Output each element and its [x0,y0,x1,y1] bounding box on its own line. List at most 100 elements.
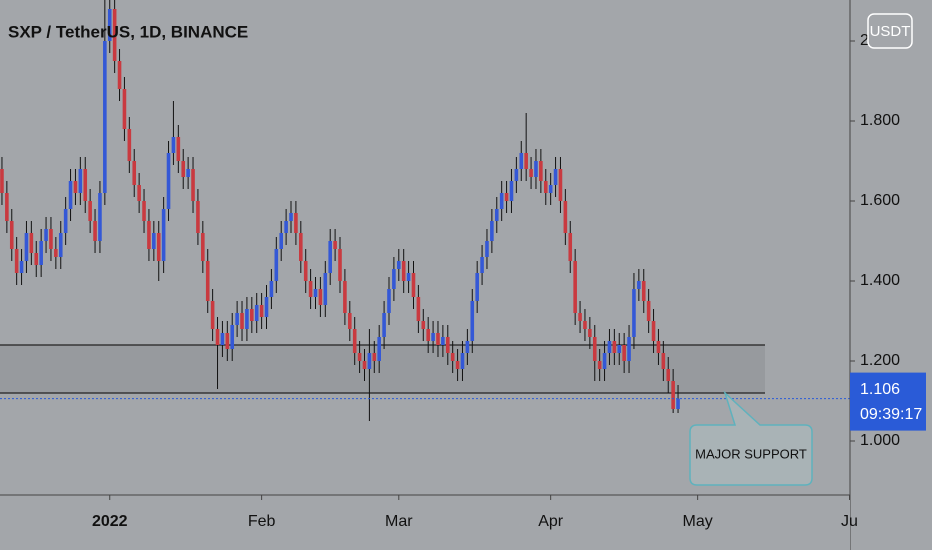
candle-body [289,213,293,221]
candle-body [181,161,186,177]
candle-body [259,305,264,317]
candle-body [382,313,386,337]
last-price-box [850,372,926,431]
candle-body [573,261,577,313]
currency-label: USDT [870,23,911,40]
candle-body [607,341,612,353]
candle-body [54,249,58,257]
candle-body [426,329,430,341]
candle-body [274,249,279,281]
candle-body [367,353,372,369]
candle-body [480,257,484,273]
candle-body [514,169,519,181]
candle-body [137,185,141,201]
candle-body [490,221,494,241]
candle-body [539,161,543,181]
candle-body [612,341,617,353]
y-tick-label: 1.400 [860,272,900,289]
candle-body [78,169,83,193]
x-tick-label: Mar [385,513,413,530]
candle-body [294,213,298,233]
candle-body [161,209,166,261]
candle-body [494,209,499,221]
candle-body [201,233,205,261]
candle-body [519,153,524,169]
candle-body [122,89,127,129]
candle-body [215,329,220,345]
candle-body [98,193,102,241]
candle-body [0,169,4,193]
candle-body [485,241,489,257]
candle-body [411,273,416,297]
candle-body [352,329,357,353]
candle-body [132,161,137,185]
candle-body [441,337,445,345]
candle-body [656,341,661,353]
candle-body [323,273,328,305]
last-price-label: 1.106 [860,381,900,398]
candle-body [632,289,636,337]
candle-body [250,309,254,321]
candle-body [338,249,342,281]
candle-body [176,137,181,161]
candle-body [504,193,509,201]
candle-body [627,337,631,361]
candle-body [269,281,274,297]
candle-body [254,305,259,321]
candle-body [117,61,122,89]
candle-body [622,345,626,361]
candle-body [333,241,337,249]
candle-body [372,353,377,361]
candle-body [196,201,200,233]
candle-body [357,353,362,361]
candle-body [63,209,68,233]
candle-body [362,361,367,369]
candle-body [299,233,303,261]
chart-title: SXP / TetherUS, 1D, BINANCE [8,22,248,41]
candle-body [548,185,553,193]
candle-body [127,129,132,161]
x-tick-label: May [683,513,713,530]
candle-body [529,169,533,177]
candle-body [328,241,333,273]
countdown-label: 09:39:17 [860,406,922,423]
candle-body [264,297,269,317]
candle-body [524,153,528,169]
candle-body [671,381,675,409]
candle-body [470,301,475,341]
y-tick-label: 1.000 [860,432,900,449]
candle-body [445,337,450,353]
candle-body [171,137,176,153]
candle-body [387,289,391,313]
callout-box [689,390,813,486]
plot-area [0,0,850,495]
candle-body [152,233,156,249]
candle-body [29,233,34,253]
annotation: MAJOR SUPPORT [695,446,807,461]
candle-body [112,9,117,61]
candle-body [303,261,308,281]
candle-body [343,281,347,313]
candle-body [475,273,479,301]
y-tick-label: 1.600 [860,192,900,209]
candle-body [210,301,215,329]
candle-body [73,181,78,193]
currency-box[interactable] [867,13,913,49]
candle-body [455,361,460,369]
candle-body [284,221,288,233]
candle-body [220,333,225,345]
candle-body [401,261,406,281]
candle-body [637,281,641,289]
candle-body [602,353,607,369]
candle-body [396,261,401,269]
candle-body [156,233,161,261]
candle-body [661,353,666,369]
candle-body [553,169,558,185]
candle-body [450,353,455,361]
y-tick-label: 1.200 [860,352,900,369]
candle-body [39,241,43,265]
candle-body [465,341,470,353]
candle-body [186,169,190,177]
candle-body [563,201,568,233]
